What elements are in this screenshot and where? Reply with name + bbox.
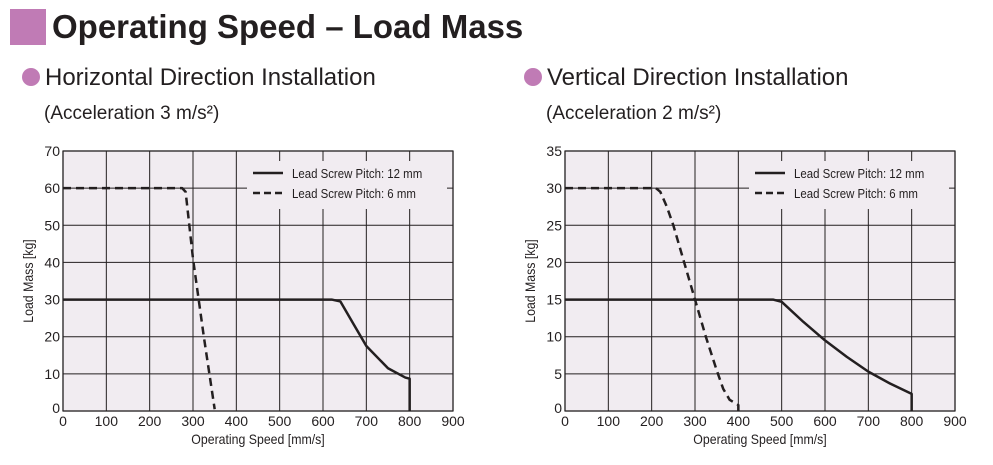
x-tick-label: 800 — [398, 413, 422, 429]
y-tick-label: 10 — [44, 366, 60, 382]
x-tick-label: 100 — [597, 413, 621, 429]
chart-title-horizontal: Horizontal Direction Installation — [22, 64, 376, 92]
bullet-icon — [524, 68, 542, 86]
x-axis-label: Operating Speed [mm/s] — [191, 431, 324, 447]
x-tick-label: 0 — [561, 413, 569, 429]
y-tick-label: 15 — [546, 292, 562, 308]
y-axis-label: Load Mass [kg] — [522, 239, 538, 322]
y-axis-label: Load Mass [kg] — [20, 239, 36, 322]
x-tick-label: 600 — [813, 413, 837, 429]
legend-box — [247, 161, 447, 209]
x-tick-label: 700 — [355, 413, 379, 429]
x-tick-label: 100 — [95, 413, 119, 429]
x-tick-label: 300 — [181, 413, 205, 429]
legend-box — [749, 161, 949, 209]
y-tick-label: 60 — [44, 180, 60, 196]
x-tick-label: 500 — [770, 413, 794, 429]
x-tick-label: 400 — [727, 413, 751, 429]
bullet-icon — [22, 68, 40, 86]
legend-label: Lead Screw Pitch: 6 mm — [794, 186, 918, 201]
x-tick-label: 400 — [225, 413, 249, 429]
x-tick-label: 200 — [138, 413, 162, 429]
y-tick-label: 0 — [52, 400, 60, 416]
x-tick-label: 600 — [311, 413, 335, 429]
chart-title-vertical: Vertical Direction Installation — [524, 64, 848, 92]
legend-label: Lead Screw Pitch: 12 mm — [292, 166, 422, 181]
y-tick-label: 70 — [44, 143, 60, 159]
series-line-pitch-12mm — [63, 298, 411, 411]
legend-label: Lead Screw Pitch: 6 mm — [292, 186, 416, 201]
x-tick-label: 700 — [857, 413, 881, 429]
y-tick-label: 30 — [44, 292, 60, 308]
x-axis-label: Operating Speed [mm/s] — [693, 431, 826, 447]
y-tick-label: 20 — [546, 254, 562, 270]
y-tick-label: 25 — [546, 217, 562, 233]
y-tick-label: 5 — [554, 366, 562, 382]
y-tick-label: 40 — [44, 254, 60, 270]
x-tick-label: 300 — [683, 413, 707, 429]
y-tick-label: 35 — [546, 143, 562, 159]
x-tick-label: 900 — [441, 413, 465, 429]
series-line-pitch-12mm — [565, 298, 913, 411]
x-tick-label: 200 — [640, 413, 664, 429]
series-line-pitch-6mm — [63, 186, 216, 410]
x-tick-label: 900 — [943, 413, 967, 429]
x-tick-label: 500 — [268, 413, 292, 429]
x-tick-label: 800 — [900, 413, 924, 429]
y-tick-label: 20 — [44, 329, 60, 345]
y-tick-label: 10 — [546, 329, 562, 345]
legend-label: Lead Screw Pitch: 12 mm — [794, 166, 924, 181]
chart-subtitle-vertical: (Acceleration 2 m/s²) — [546, 103, 722, 124]
title-square-icon — [10, 9, 46, 45]
x-tick-label: 0 — [59, 413, 67, 429]
y-tick-label: 0 — [554, 400, 562, 416]
page-title: Operating Speed – Load Mass — [10, 8, 523, 46]
y-tick-label: 30 — [546, 180, 562, 196]
y-tick-label: 50 — [44, 217, 60, 233]
series-line-pitch-6mm — [565, 186, 740, 411]
chart-subtitle-horizontal: (Acceleration 3 m/s²) — [44, 103, 220, 124]
